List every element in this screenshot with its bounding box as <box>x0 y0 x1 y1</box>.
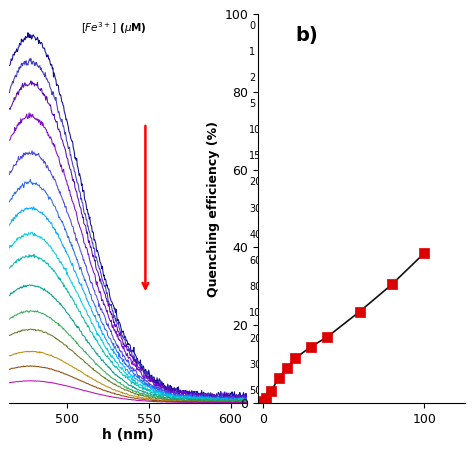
Point <box>267 387 275 395</box>
Text: 20: 20 <box>249 177 262 187</box>
Point <box>275 374 283 382</box>
Text: 15: 15 <box>249 151 262 161</box>
Text: 80: 80 <box>249 282 262 292</box>
Text: 200: 200 <box>249 334 268 344</box>
Point <box>283 364 291 372</box>
Point <box>308 343 315 350</box>
Text: 30: 30 <box>249 203 262 214</box>
Text: 60: 60 <box>249 256 262 266</box>
Text: 0: 0 <box>249 21 255 31</box>
Point <box>292 355 299 362</box>
Text: 5: 5 <box>249 99 255 109</box>
Text: 40: 40 <box>249 230 262 240</box>
Point <box>420 249 428 257</box>
Text: 500: 500 <box>249 386 268 396</box>
Text: 10: 10 <box>249 125 262 135</box>
X-axis label: h (nm): h (nm) <box>102 428 154 442</box>
Point <box>356 308 364 315</box>
Point <box>262 394 270 402</box>
Text: 1: 1 <box>249 47 255 57</box>
Text: 2: 2 <box>249 73 255 83</box>
Text: 100: 100 <box>249 308 268 318</box>
Text: b): b) <box>295 26 318 45</box>
Text: $[Fe^{3+}]$ ($\mu$M): $[Fe^{3+}]$ ($\mu$M) <box>81 20 146 36</box>
Point <box>388 281 396 288</box>
Point <box>261 397 268 405</box>
Y-axis label: Quenching efficiency (%): Quenching efficiency (%) <box>207 120 220 297</box>
Point <box>324 333 331 341</box>
Text: 300: 300 <box>249 360 268 370</box>
Point <box>259 399 267 407</box>
